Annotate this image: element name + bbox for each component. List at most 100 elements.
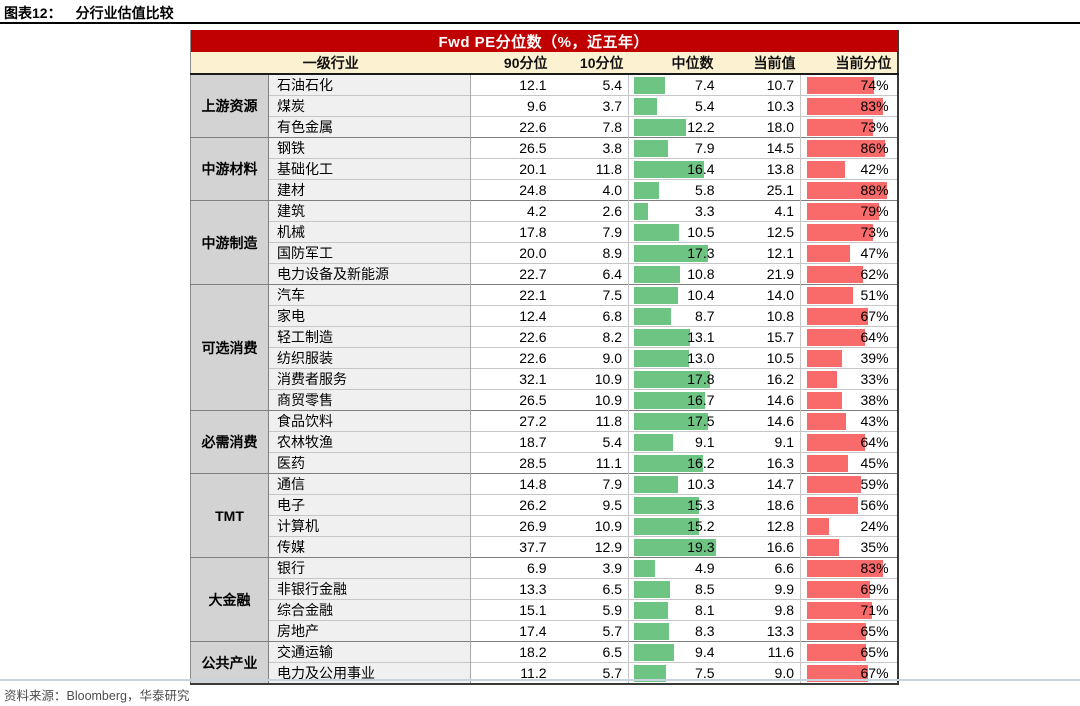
median-value: 9.4 [695,644,715,660]
p10-value: 4.0 [552,179,629,201]
current-percentile-value: 86% [860,140,889,156]
table-row: 非银行金融 13.3 6.5 8.5 9.9 69% [191,578,898,600]
p90-value: 17.4 [470,620,553,642]
table-row: 中游制造 建筑 4.2 2.6 3.3 4.1 79% [190,200,898,285]
table-row: 电力设备及新能源 22.7 6.4 10.8 21.9 62% [191,263,898,285]
group-cell: 中游材料 [190,137,269,201]
current-percentile-value: 74% [860,77,889,93]
p10-value: 3.7 [552,95,629,117]
median-cell: 15.3 [628,494,719,516]
current-percentile-cell: 43% [800,410,898,432]
current-percentile-cell: 24% [800,515,898,537]
title-divider [0,22,1080,24]
current-percentile-value: 64% [860,329,889,345]
median-value: 8.1 [695,602,715,618]
p10-value: 8.2 [552,326,629,348]
p10-value: 5.7 [552,620,629,642]
table-row: 计算机 26.9 10.9 15.2 12.8 24% [191,515,898,537]
p10-value: 2.6 [552,200,629,222]
current-percentile-cell: 71% [800,599,898,621]
industry-cell: 基础化工 [268,158,471,180]
p90-value: 32.1 [470,368,553,390]
percentile-bar [807,664,868,682]
median-bar [634,454,703,472]
p90-value: 22.6 [470,326,553,348]
current-value: 15.7 [718,326,801,348]
p90-value: 15.1 [470,599,553,621]
p90-value: 27.2 [470,410,553,432]
current-percentile-value: 83% [860,560,889,576]
current-value: 10.7 [718,73,801,96]
current-value: 14.7 [718,473,801,495]
current-value: 12.5 [718,221,801,243]
p90-value: 17.8 [470,221,553,243]
median-bar [634,265,680,283]
p90-value: 22.6 [470,347,553,369]
median-cell: 10.5 [628,221,719,243]
median-cell: 16.7 [628,389,719,411]
percentile-bar [807,391,842,409]
current-percentile-value: 71% [860,602,889,618]
current-percentile-cell: 83% [800,95,898,117]
p10-value: 12.9 [552,536,629,558]
median-cell: 17.5 [628,410,719,432]
group-cell: 必需消费 [190,410,269,474]
median-bar [634,181,659,199]
p10-value: 5.9 [552,599,629,621]
p10-value: 6.5 [552,578,629,600]
table-row: 机械 17.8 7.9 10.5 12.5 73% [191,221,898,243]
current-percentile-cell: 64% [800,326,898,348]
median-value: 10.4 [687,287,715,303]
industry-cell: 汽车 [268,284,471,306]
current-percentile-cell: 51% [800,284,898,306]
industry-cell: 食品饮料 [268,410,471,432]
current-value: 14.6 [718,410,801,432]
industry-cell: 综合金融 [268,599,471,621]
percentile-bar [807,181,887,199]
median-bar [634,412,708,430]
percentile-bar [807,433,865,451]
current-value: 10.8 [718,305,801,327]
percentile-bar [807,328,865,346]
current-value: 16.3 [718,452,801,474]
current-value: 18.6 [718,494,801,516]
median-cell: 4.9 [628,557,719,579]
median-value: 13.1 [687,329,715,345]
current-percentile-cell: 65% [800,620,898,642]
table-title-row: Fwd PE分位数（%，近五年） [190,30,898,52]
col-header-current: 当前值 [718,52,801,75]
industry-cell: 机械 [268,221,471,243]
table-row: 公共产业 交通运输 18.2 6.5 9.4 11.6 65% [190,641,898,684]
median-cell: 13.1 [628,326,719,348]
percentile-bar [807,454,848,472]
median-cell: 8.3 [628,620,719,642]
table-row: 可选消费 汽车 22.1 7.5 10.4 14.0 51% [190,284,898,411]
p10-value: 7.9 [552,221,629,243]
percentile-bar [807,643,866,661]
median-value: 10.5 [687,224,715,240]
p10-value: 9.0 [552,347,629,369]
median-value: 4.9 [695,560,715,576]
median-value: 5.4 [695,98,715,114]
median-cell: 12.2 [628,116,719,138]
p90-value: 20.1 [470,158,553,180]
median-bar [634,433,673,451]
table-row: 有色金属 22.6 7.8 12.2 18.0 73% [191,116,898,138]
percentile-bar [807,202,879,220]
current-value: 13.3 [718,620,801,642]
median-bar [634,97,657,115]
current-percentile-cell: 59% [800,473,898,495]
current-percentile-value: 69% [860,581,889,597]
current-percentile-value: 56% [860,497,889,513]
median-bar [634,160,704,178]
table-row: 商贸零售 26.5 10.9 16.7 14.6 38% [191,389,898,411]
median-value: 7.4 [695,77,715,93]
current-percentile-value: 79% [860,203,889,219]
median-cell: 15.2 [628,515,719,537]
current-value: 10.5 [718,347,801,369]
current-value: 25.1 [718,179,801,201]
median-bar [634,139,668,157]
industry-cell: 轻工制造 [268,326,471,348]
p90-value: 37.7 [470,536,553,558]
